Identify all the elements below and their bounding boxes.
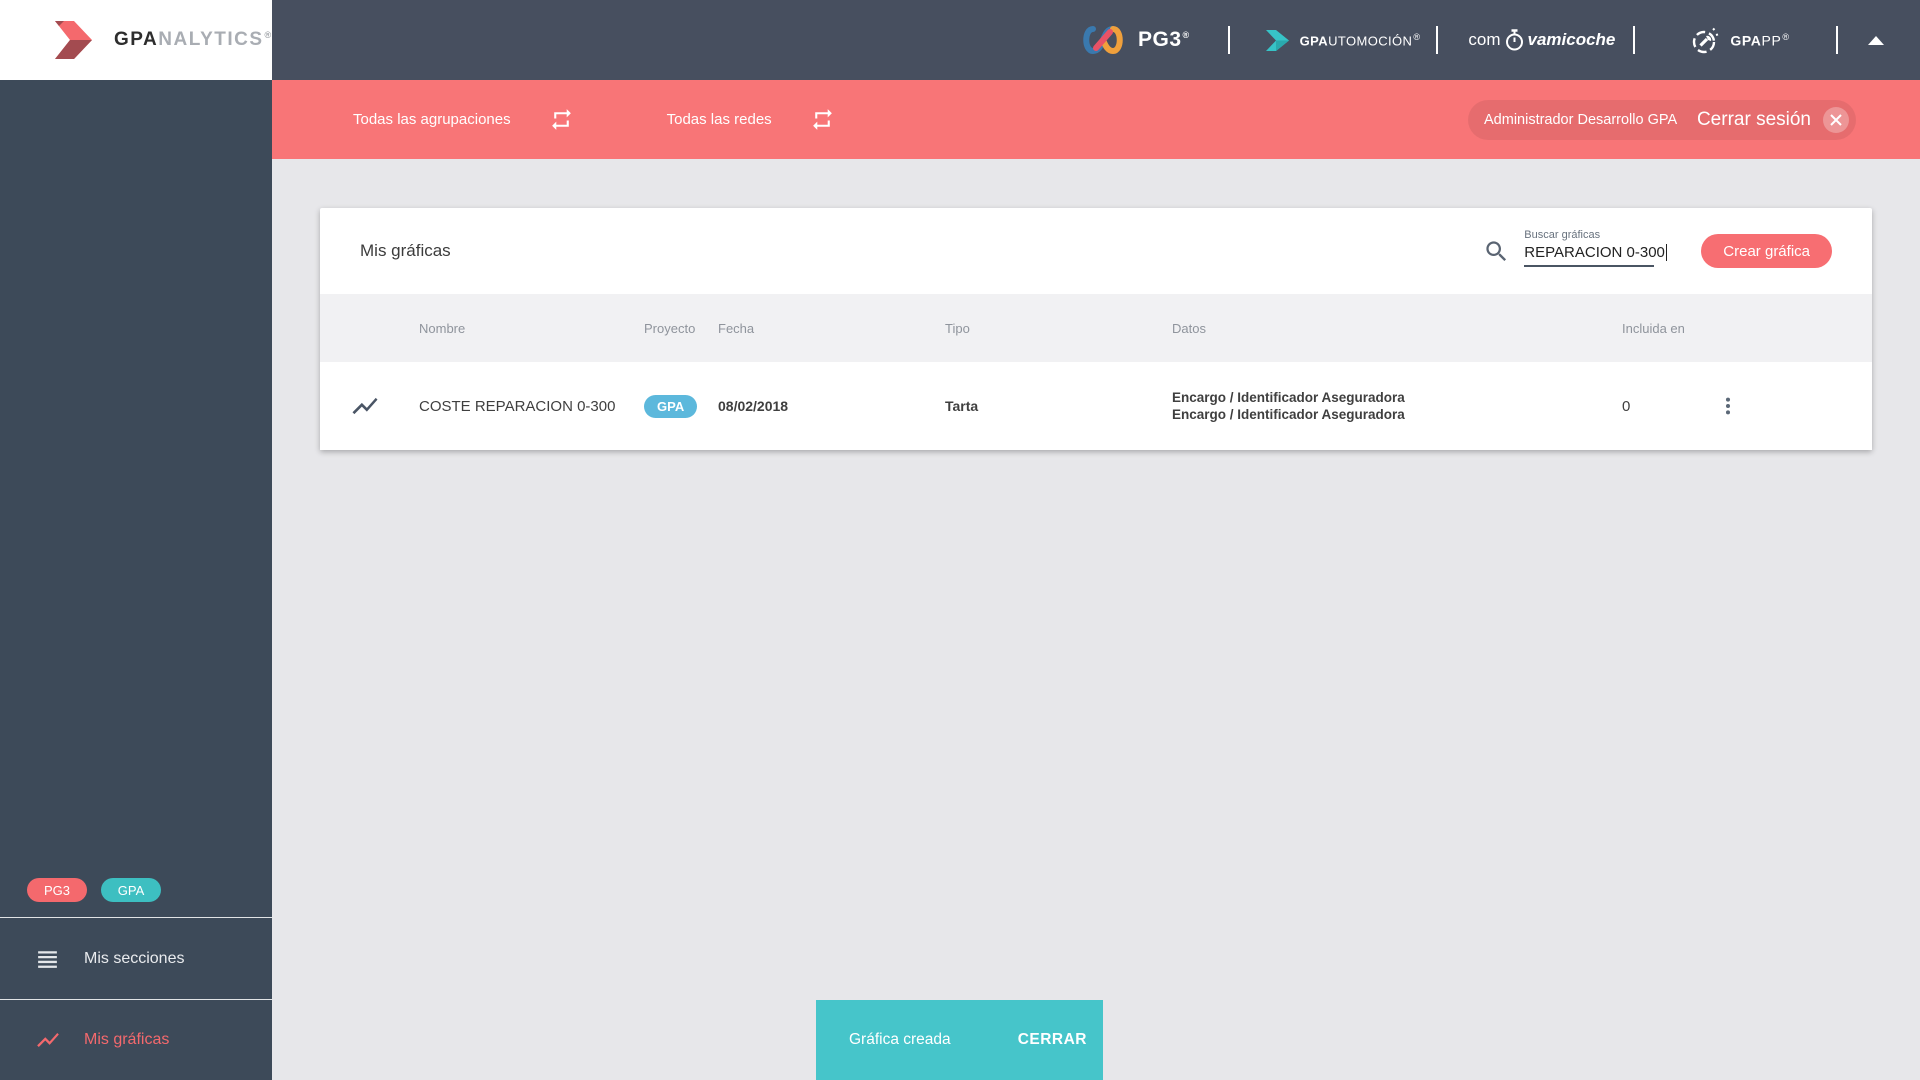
column-header-nombre: Nombre <box>419 320 466 336</box>
menu-lines-icon <box>35 946 61 971</box>
logout-button[interactable]: Cerrar sesión <box>1696 109 1811 130</box>
brand-comovamicoche[interactable]: com vamicoche <box>1468 28 1616 52</box>
gpapp-wrench-icon <box>1689 25 1720 56</box>
filters: Todas las agrupaciones Todas las redes <box>272 80 835 159</box>
mis-graficas-card: Mis gráficas Buscar gráficas REPARACION … <box>320 208 1872 450</box>
column-header-tipo: Tipo <box>945 320 970 336</box>
pg3-infinity-logo-icon <box>1080 25 1126 55</box>
swap-agrupaciones-icon[interactable] <box>549 107 574 132</box>
search-input-value: REPARACION 0-300 <box>1524 244 1665 267</box>
project-badge: GPA <box>644 394 698 418</box>
user-session-chip: Administrador Desarrollo GPA Cerrar sesi… <box>1468 100 1856 140</box>
column-header-datos: Datos <box>1172 320 1206 336</box>
row-menu-kebab-icon[interactable] <box>1717 395 1739 417</box>
badge-pg3[interactable]: PG3 <box>27 878 87 902</box>
brand-pg3-label: PG3® <box>1138 28 1190 51</box>
card-header: Mis gráficas Buscar gráficas REPARACION … <box>320 208 1872 294</box>
topbar-divider <box>1633 26 1636 54</box>
column-header-fecha: Fecha <box>718 320 755 336</box>
badge-gpa[interactable]: GPA <box>101 878 161 902</box>
collapse-topbar-arrow-icon[interactable] <box>1867 35 1884 45</box>
logout-close-icon[interactable] <box>1823 107 1849 133</box>
sidebar-item-mis-secciones[interactable]: Mis secciones <box>0 918 272 999</box>
app-badges: PG3 GPA <box>0 878 272 917</box>
brand-comova-post: vamicoche <box>1527 30 1616 49</box>
cell-fecha: 08/02/2018 <box>718 398 789 414</box>
brand-comova-pre: com <box>1468 30 1501 49</box>
snackbar: Gráfica creada CERRAR <box>816 1000 1103 1080</box>
snackbar-close-button[interactable]: CERRAR <box>1017 1031 1087 1048</box>
brand-gpapp[interactable]: GPAPP® <box>1689 25 1789 56</box>
table-row[interactable]: COSTE REPARACION 0-300 GPA 08/02/2018 Ta… <box>320 362 1872 450</box>
topbar-divider <box>1227 26 1230 54</box>
line-chart-icon <box>35 1027 61 1053</box>
main-content: Mis gráficas Buscar gráficas REPARACION … <box>272 159 1920 1080</box>
filter-agrupaciones[interactable]: Todas las agrupaciones <box>353 111 511 128</box>
page-title: Mis gráficas <box>360 241 451 260</box>
sidebar-item-label: Mis gráficas <box>84 1031 170 1048</box>
cell-proyecto: GPA <box>644 394 718 418</box>
cell-nombre: COSTE REPARACION 0-300 <box>419 397 616 415</box>
brand-pg3[interactable]: PG3® <box>1080 25 1190 55</box>
table-header: Nombre Proyecto Fecha Tipo Datos Incluid… <box>320 294 1872 362</box>
gpanalytics-logo[interactable]: GPANALYTICS® <box>0 0 272 80</box>
column-header-incluida-en: Incluida en <box>1622 320 1685 336</box>
snackbar-message: Gráfica creada <box>849 1031 951 1048</box>
brand-strip: PG3® GPAUTOMOCIÓN® com <box>1080 0 1884 80</box>
sidebar-divider <box>0 999 272 1000</box>
gpanalytics-logo-text: GPANALYTICS® <box>114 29 273 50</box>
top-app-bar: PG3® GPAUTOMOCIÓN® com <box>0 0 1920 80</box>
swap-redes-icon[interactable] <box>810 107 835 132</box>
user-name: Administrador Desarrollo GPA <box>1484 112 1678 128</box>
datos-line: Encargo / Identificador Aseguradora <box>1172 407 1405 422</box>
sidebar: GPANALYTICS® PG3 GPA Mis secciones Mis g… <box>0 0 272 1080</box>
search-input[interactable]: Buscar gráficas REPARACION 0-300 <box>1524 229 1665 267</box>
sidebar-item-mis-graficas[interactable]: Mis gráficas <box>0 1000 272 1080</box>
create-chart-button[interactable]: Crear gráfica <box>1701 234 1832 268</box>
sidebar-bottom: PG3 GPA Mis secciones Mis gráficas <box>0 878 272 1080</box>
search-input-label: Buscar gráficas <box>1524 229 1601 241</box>
column-header-proyecto: Proyecto <box>644 320 696 336</box>
brand-gpautomocion[interactable]: GPAUTOMOCIÓN® <box>1264 27 1421 54</box>
search-icon[interactable] <box>1483 238 1510 265</box>
filter-redes[interactable]: Todas las redes <box>666 111 772 128</box>
cell-incluida-en: 0 <box>1622 397 1631 415</box>
row-chart-icon <box>320 391 419 421</box>
brand-gpapp-label: GPAPP® <box>1730 31 1790 49</box>
stopwatch-icon <box>1504 28 1525 52</box>
datos-line: Encargo / Identificador Aseguradora <box>1172 390 1405 405</box>
sidebar-item-label: Mis secciones <box>84 949 185 967</box>
cell-datos: Encargo / Identificador Aseguradora Enca… <box>1172 389 1622 423</box>
topbar-divider <box>1436 26 1439 54</box>
gpautomocion-arrow-icon <box>1264 27 1291 54</box>
sidebar-divider <box>0 917 272 918</box>
cell-tipo: Tarta <box>945 398 979 414</box>
topbar-divider <box>1835 26 1838 54</box>
filter-bar: Todas las agrupaciones Todas las redes A… <box>272 80 1920 159</box>
gpanalytics-arrow-icon <box>50 20 92 60</box>
brand-gpautomocion-label: GPAUTOMOCIÓN® <box>1299 31 1421 49</box>
